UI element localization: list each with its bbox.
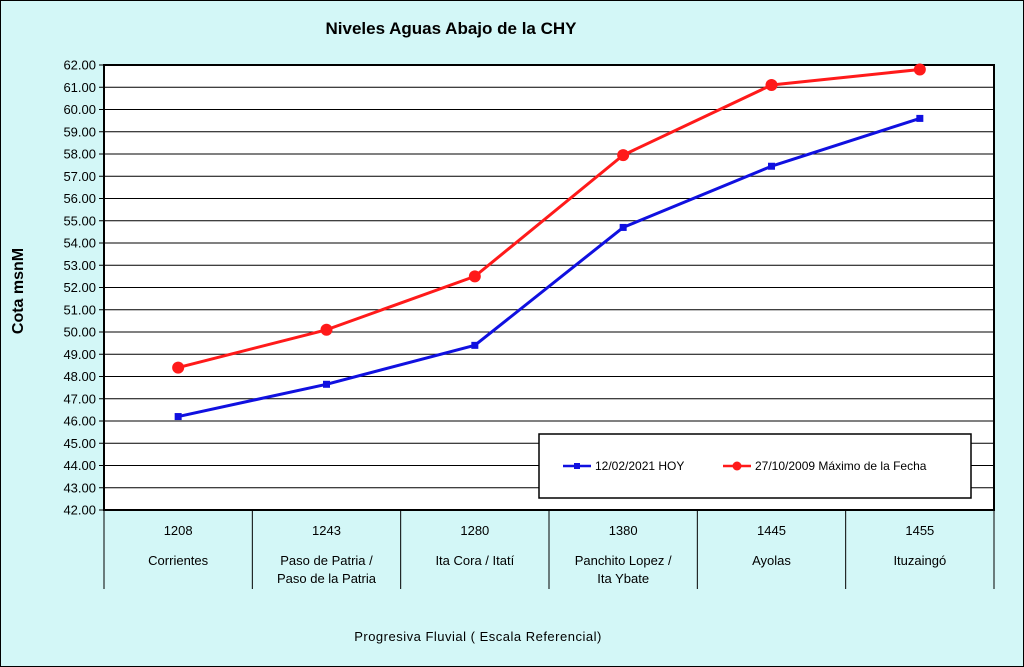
category-name-label: Paso de Patria / [280, 553, 373, 568]
y-tick-label: 58.00 [63, 147, 96, 162]
y-tick-label: 53.00 [63, 258, 96, 273]
category-name-label: Panchito Lopez / [575, 553, 672, 568]
y-tick-label: 50.00 [63, 325, 96, 340]
y-tick-label: 52.00 [63, 280, 96, 295]
category-km-label: 1445 [757, 523, 786, 538]
series-line-2 [177, 67, 920, 370]
y-tick-label: 42.00 [63, 503, 96, 518]
data-point [765, 79, 778, 92]
data-point [174, 413, 182, 421]
category-name-label: Ita Ybate [597, 571, 649, 586]
y-tick-label: 59.00 [63, 124, 96, 139]
data-point [468, 270, 481, 283]
y-tick-label: 44.00 [63, 458, 96, 473]
legend: 12/02/2021 HOY 27/10/2009 Máximo de la F… [538, 433, 972, 499]
y-tick-label: 48.00 [63, 369, 96, 384]
category-km-label: 1243 [312, 523, 341, 538]
category-km-label: 1380 [609, 523, 638, 538]
category-name-label: Paso de la Patria [277, 571, 377, 586]
data-point [916, 114, 924, 122]
category-km-label: 1455 [905, 523, 934, 538]
y-tick-label: 61.00 [63, 80, 96, 95]
x-axis-title: Progresiva Fluvial ( Escala Referencial) [354, 629, 602, 644]
data-point [323, 380, 330, 388]
y-axis-ticks: 42.00 43.00 44.00 45.00 46.00 47.00 48.00 49.00… [63, 58, 104, 518]
category-name-label: Corrientes [148, 553, 208, 568]
y-axis-title: Cota msnM [10, 248, 27, 334]
data-point [617, 149, 630, 162]
y-tick-label: 54.00 [63, 236, 96, 251]
series-layer [172, 63, 926, 421]
legend-label-series-2: 27/10/2009 Máximo de la Fecha [755, 459, 927, 473]
y-tick-label: 51.00 [63, 302, 96, 317]
y-tick-label: 49.00 [63, 347, 96, 362]
legend-box [538, 433, 972, 499]
chart-title: Niveles Aguas Abajo de la CHY [326, 19, 578, 38]
legend-marker-series-1 [574, 463, 580, 469]
y-tick-label: 56.00 [63, 191, 96, 206]
y-tick-label: 55.00 [63, 213, 96, 228]
legend-marker-series-2 [732, 461, 742, 471]
legend-label-series-1: 12/02/2021 HOY [595, 459, 684, 473]
series-line-1 [177, 116, 921, 419]
data-point [172, 361, 185, 374]
y-tick-label: 46.00 [63, 414, 96, 429]
y-tick-label: 43.00 [63, 480, 96, 495]
category-name-label: Ituzaingó [893, 553, 946, 568]
y-tick-label: 47.00 [63, 391, 96, 406]
y-tick-label: 62.00 [63, 58, 96, 73]
data-point [320, 323, 333, 336]
data-point [471, 341, 479, 349]
data-point [619, 223, 627, 231]
x-axis-category-table: 1208 Corrientes 1243 Paso de Patria / Paso d… [103, 510, 995, 589]
data-point [913, 63, 926, 76]
y-tick-label: 45.00 [63, 436, 96, 451]
y-tick-label: 57.00 [63, 169, 96, 184]
category-name-label: Ayolas [752, 553, 791, 568]
category-name-label: Ita Cora / Itatí [435, 553, 514, 568]
data-point [768, 162, 775, 170]
category-km-label: 1208 [164, 523, 193, 538]
y-tick-label: 60.00 [63, 102, 96, 117]
category-km-label: 1280 [460, 523, 489, 538]
